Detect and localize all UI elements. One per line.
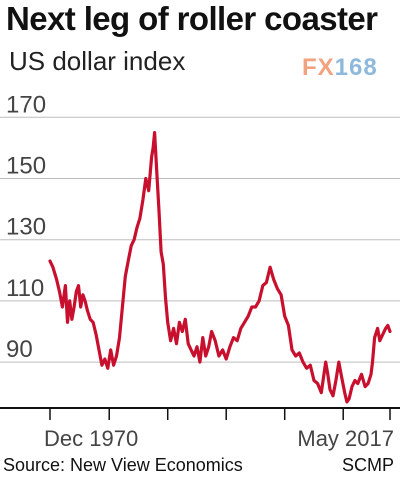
source-note: Source: New View Economics: [3, 455, 243, 475]
credit-note: SCMP: [341, 455, 394, 475]
chart-title: Next leg of roller coaster: [6, 0, 378, 37]
x-tick-label-1: May 2017: [297, 426, 394, 451]
y-tick-label-110: 110: [6, 275, 44, 302]
y-tick-label-170: 170: [6, 91, 46, 118]
logo-num-text: 168: [334, 54, 378, 81]
logo-fx-text: FX: [302, 54, 335, 81]
y-tick-label-90: 90: [6, 336, 33, 363]
dollar-index-chart: 90 110 130 150 170 Dec 1970 May 2017: [0, 91, 400, 451]
y-axis-label: US dollar index: [9, 46, 186, 76]
y-tick-label-130: 130: [6, 214, 46, 241]
fx168-logo: FX168: [302, 54, 378, 82]
series-line-0: [48, 131, 392, 404]
y-tick-label-150: 150: [6, 153, 46, 180]
x-tick-label-0: Dec 1970: [44, 426, 138, 451]
